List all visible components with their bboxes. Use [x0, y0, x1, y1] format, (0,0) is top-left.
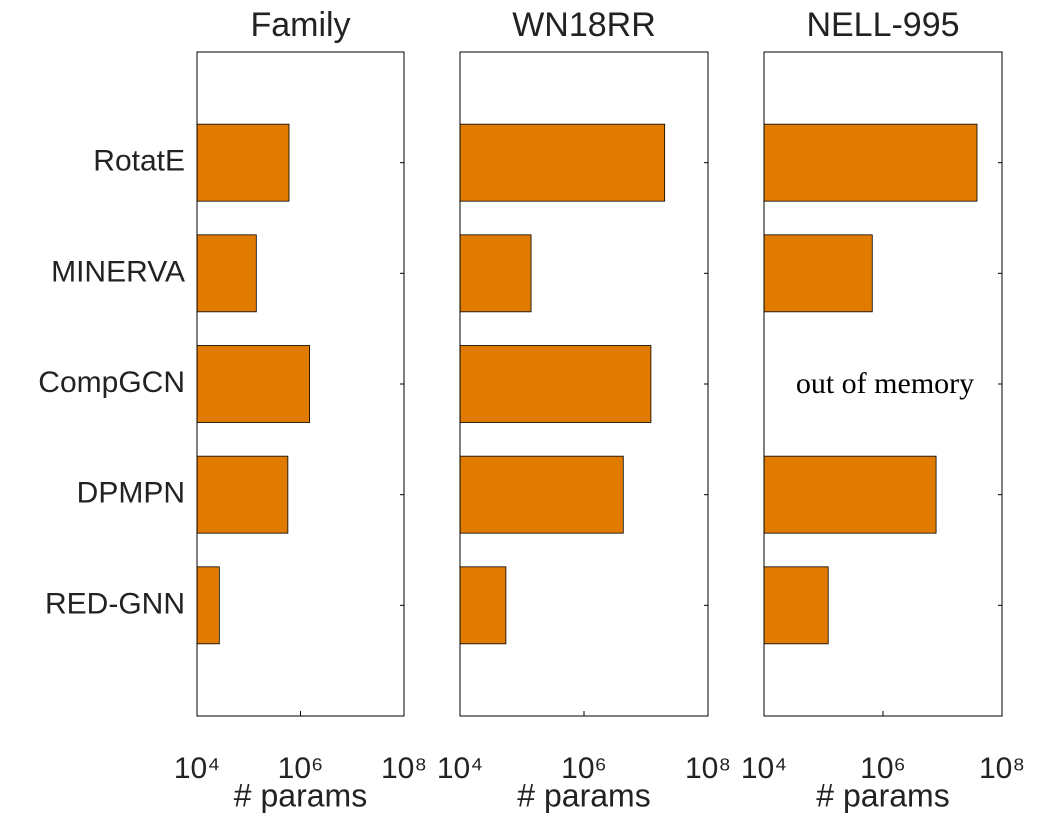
- bar: [196, 455, 289, 534]
- bar: [196, 234, 257, 313]
- category-label: RotatE: [93, 145, 185, 178]
- bar: [763, 234, 873, 313]
- annotation: out of memory: [796, 367, 974, 400]
- x-tick-label: 10⁶: [278, 752, 324, 785]
- bar: [459, 455, 624, 534]
- bar: [196, 566, 220, 645]
- bar: [763, 566, 829, 645]
- category-label: MINERVA: [51, 255, 185, 288]
- bar: [196, 123, 290, 202]
- bar: [459, 123, 666, 202]
- x-tick-label: 10⁸: [979, 752, 1025, 785]
- x-tick-label: 10⁴: [437, 752, 483, 785]
- x-axis-label: # params: [816, 777, 949, 813]
- category-label: DPMPN: [77, 477, 185, 510]
- x-axis-label: # params: [517, 777, 650, 813]
- x-tick-label: 10⁶: [561, 752, 607, 785]
- panel-title: NELL-995: [806, 6, 959, 44]
- category-label: RED-GNN: [45, 587, 185, 620]
- bar: [459, 345, 652, 423]
- bar: [763, 123, 978, 202]
- bar: [459, 234, 532, 313]
- x-axis-label: # params: [234, 777, 367, 813]
- x-tick-label: 10⁸: [381, 752, 427, 785]
- x-tick-label: 10⁸: [685, 752, 731, 785]
- bar: [196, 345, 311, 423]
- panel-title: Family: [250, 6, 350, 44]
- bar: [459, 566, 507, 645]
- panel-title: WN18RR: [512, 6, 656, 44]
- category-label: CompGCN: [38, 366, 185, 399]
- x-tick-label: 10⁶: [860, 752, 906, 785]
- bar: [763, 455, 937, 534]
- x-tick-label: 10⁴: [741, 752, 787, 785]
- x-tick-label: 10⁴: [174, 752, 220, 785]
